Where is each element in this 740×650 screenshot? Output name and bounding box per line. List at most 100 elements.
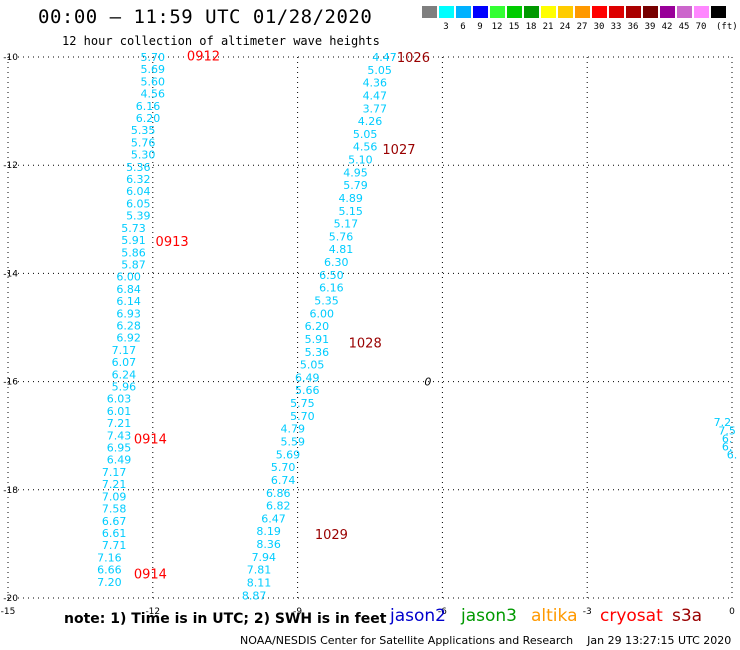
color-scale-swatch [540, 5, 557, 19]
x-tick-label: -15 [1, 607, 16, 617]
color-scale-labels: 3 6 9 12 15 18 21 24 27 30 33 36 39 42 45 70 [421, 22, 740, 34]
y-tick-label: -10 [3, 53, 18, 63]
wave-height-value: 5.59 [281, 435, 306, 448]
wave-height-value: 6.47 [261, 512, 286, 525]
color-scale-swatch [608, 5, 625, 19]
color-scale-swatch [455, 5, 472, 19]
color-scale-swatch [489, 5, 506, 19]
wave-height-value: 5.35 [314, 295, 339, 308]
wave-height-value: 6.82 [266, 500, 291, 513]
wave-height-value: 8.19 [256, 525, 281, 538]
wave-height-value: 7.21 [107, 417, 132, 430]
wave-height-value: 6.49 [295, 371, 320, 384]
wave-height-value: 6.74 [271, 474, 296, 487]
note-text: note: 1) Time is in UTC; 2) SWH is in fe… [64, 611, 387, 627]
map-marker: 0 [424, 376, 431, 389]
x-tick-label: -9 [293, 607, 302, 617]
wave-height-value: 5.87 [121, 258, 146, 271]
x-tick-label: 0 [729, 607, 735, 617]
y-tick-label: -18 [3, 486, 18, 496]
pass-time-label: 1028 [349, 337, 382, 352]
pass-time-label: 1027 [382, 143, 415, 158]
wave-height-value: 6.24 [112, 368, 137, 381]
color-scale-label: 70 [695, 22, 707, 32]
wave-height-value: 5.66 [295, 384, 320, 397]
wave-height-value: 5.70 [141, 51, 166, 64]
wave-height-value: 7.17 [112, 344, 137, 357]
x-tick-label: -6 [438, 607, 447, 617]
wave-height-value: 4.47 [372, 51, 397, 64]
wave-height-value: 5.70 [290, 410, 315, 423]
color-scale-bar [421, 5, 727, 19]
wave-height-value: 7.20 [97, 576, 122, 589]
color-scale-swatch [693, 5, 710, 19]
wave-height-value: 6.28 [116, 319, 141, 332]
footer-credit: NOAA/NESDIS Center for Satellite Applica… [240, 634, 732, 647]
wave-height-value: 7.43 [107, 429, 132, 442]
wave-height-value: 5.05 [300, 359, 325, 372]
pass-time-label: 0912 [187, 49, 220, 64]
y-tick-label: -12 [3, 161, 18, 171]
color-scale-swatch [421, 5, 438, 19]
color-scale-swatch [710, 5, 727, 19]
wave-height-value: 6.14 [116, 295, 141, 308]
wave-height-value: 6.49 [107, 454, 132, 467]
wave-height-value: 6.61 [102, 527, 127, 540]
color-scale-swatch [574, 5, 591, 19]
wave-height-value: 4.89 [338, 192, 363, 205]
wave-height-value: 5.76 [131, 136, 156, 149]
wave-height-value: 8.87 [242, 589, 267, 602]
wave-height-value: 5.05 [353, 128, 378, 141]
wave-height-value: 5.96 [112, 381, 137, 394]
wave-height-value: 7.5 [718, 424, 736, 437]
color-scale-label: 12 [491, 22, 503, 32]
wave-height-value: 6.20 [305, 320, 330, 333]
wave-height-value: 5.73 [121, 222, 146, 235]
wave-height-value: 6.20 [136, 112, 161, 125]
satellite-legend-jason3: jason3 [461, 606, 517, 626]
wave-height-value: 4.56 [353, 141, 378, 154]
wave-height-value: 7.71 [102, 539, 127, 552]
wave-height-value: 4.56 [141, 88, 166, 101]
pass-time-label: 0914 [134, 432, 167, 447]
wave-height-value: 6.66 [97, 564, 122, 577]
wave-height-value: 7.94 [252, 551, 277, 564]
color-scale-swatch [438, 5, 455, 19]
x-tick-label: -12 [145, 607, 160, 617]
wave-height-value: 5.91 [121, 234, 146, 247]
color-scale-label: 27 [576, 22, 588, 32]
wave-height-value: 5.39 [126, 210, 151, 223]
color-scale-swatch [625, 5, 642, 19]
wave-height-value: 7.09 [102, 490, 127, 503]
color-scale-label: 15 [508, 22, 520, 32]
wave-height-value: 5.10 [348, 154, 373, 167]
wave-height-value: 6.30 [324, 256, 349, 269]
wave-height-value: 5.36 [126, 161, 151, 174]
wave-height-value: 5.60 [141, 75, 166, 88]
wave-height-value: 4.79 [281, 423, 306, 436]
wave-height-value: 8.11 [247, 576, 272, 589]
wave-height-value: 4.81 [329, 243, 354, 256]
wave-height-value: 4.26 [358, 115, 383, 128]
wave-height-value: 6.07 [112, 356, 137, 369]
color-scale-swatch [506, 5, 523, 19]
satellite-legend-jason2: jason2 [390, 606, 446, 626]
pass-time-label: 1026 [397, 51, 430, 66]
wave-height-value: 3.77 [363, 102, 388, 115]
color-scale-label: 39 [644, 22, 656, 32]
wave-height-value: 5.35 [131, 124, 156, 137]
wave-height-value: 6.03 [107, 393, 132, 406]
wave-height-value: 7.16 [97, 551, 122, 564]
wave-height-value: 7.17 [102, 466, 127, 479]
wave-height-value: 6.05 [126, 197, 151, 210]
wave-height-value: 5.30 [131, 149, 156, 162]
pass-time-label: 0913 [156, 235, 189, 250]
wave-height-value: 6.86 [266, 487, 291, 500]
wave-height-value: 4.47 [363, 89, 388, 102]
wave-height-value: 5.75 [290, 397, 315, 410]
x-tick-label: -3 [583, 607, 592, 617]
wave-height-value: 5.05 [367, 64, 392, 77]
wave-height-value: 6. [727, 449, 738, 462]
wave-height-value: 6. [722, 441, 733, 454]
